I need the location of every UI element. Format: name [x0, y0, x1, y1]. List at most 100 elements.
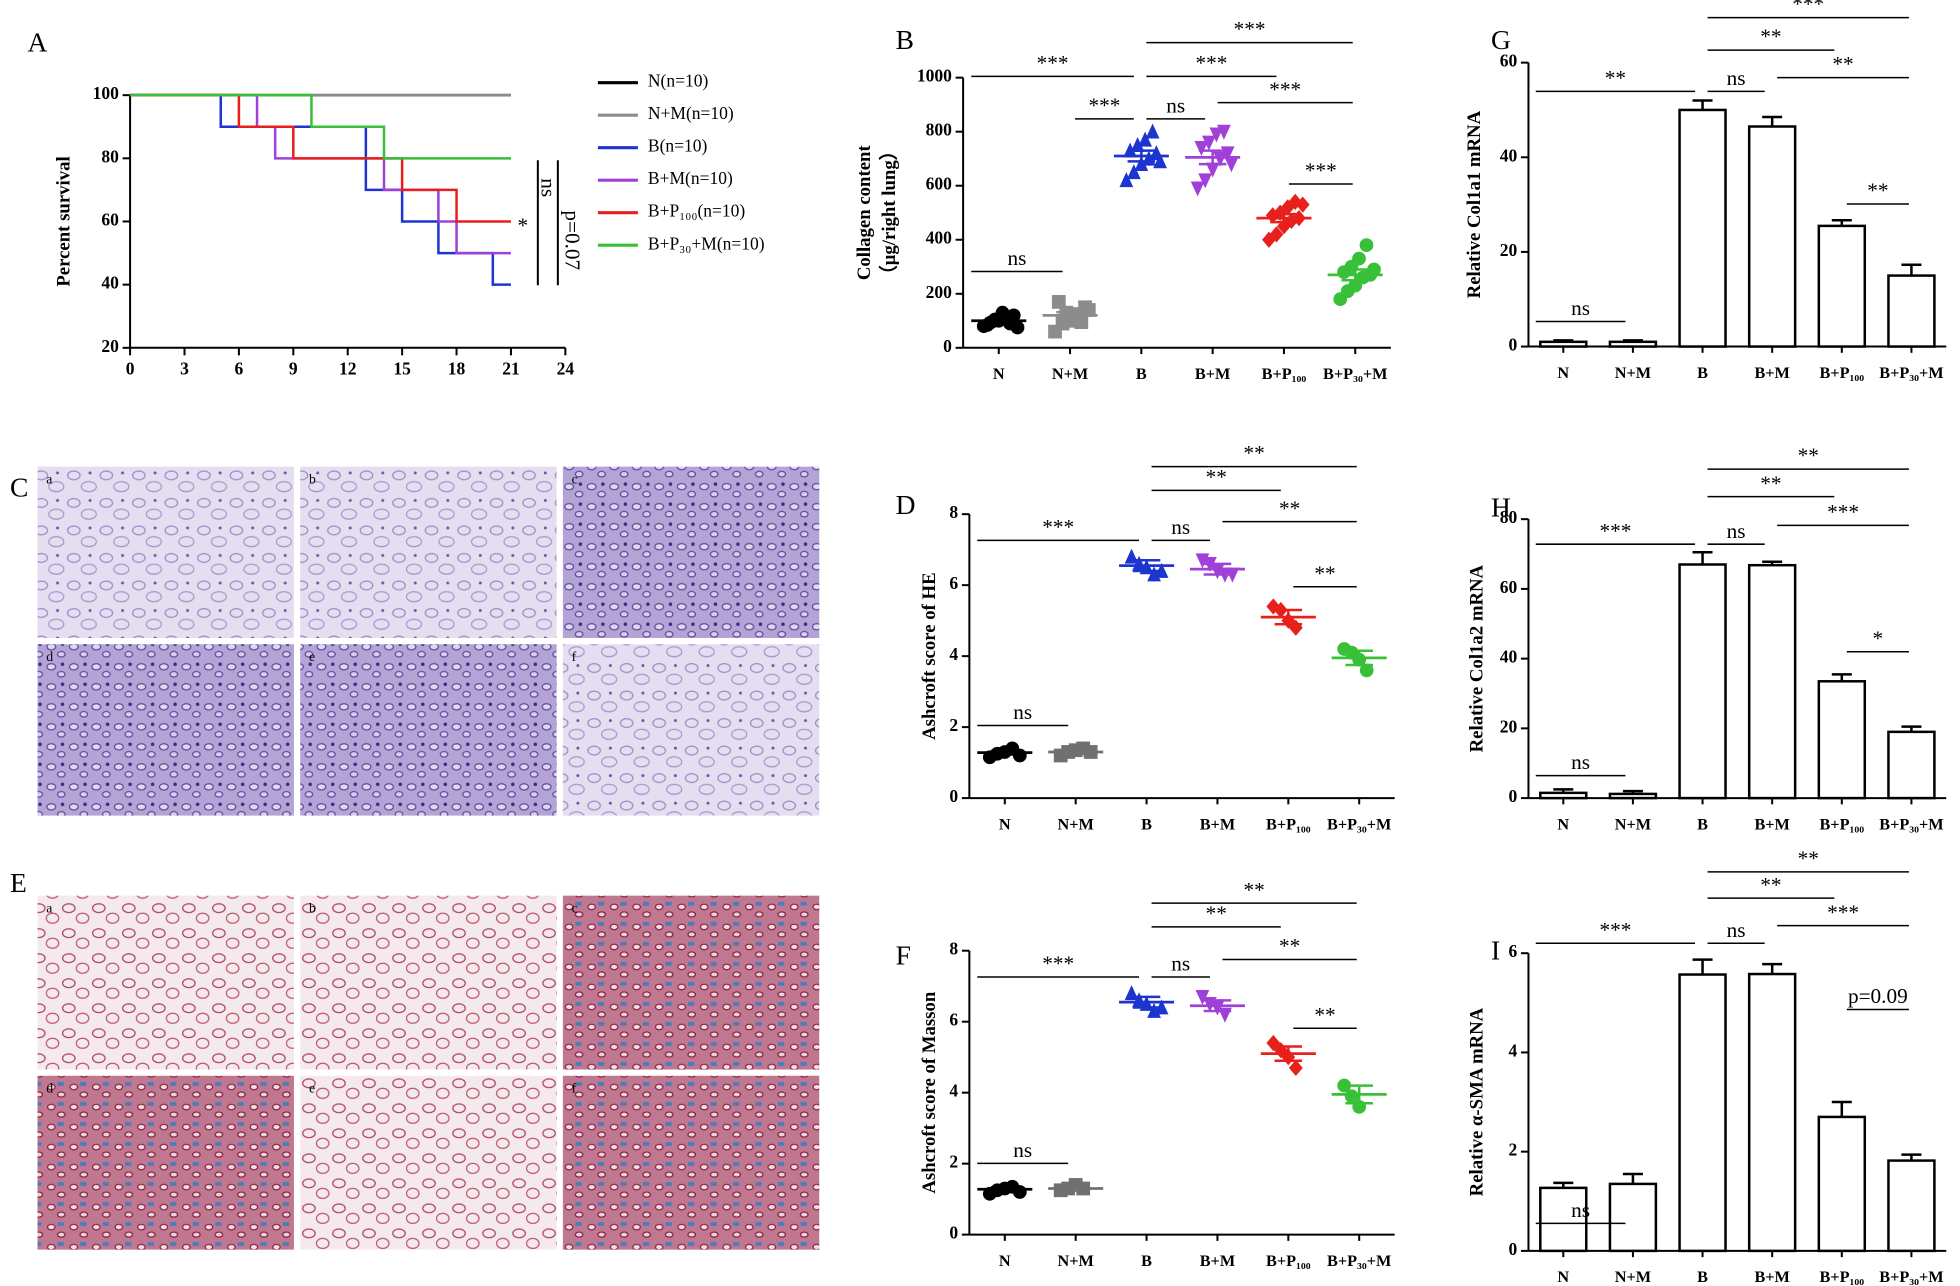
bar — [1887, 730, 1936, 800]
micrograph — [562, 466, 820, 638]
error-bar — [1622, 1172, 1643, 1184]
x-tick-label: 6 — [235, 358, 244, 378]
micrograph — [37, 1075, 294, 1250]
y-tick-label: 1000 — [917, 66, 952, 86]
y-axis-label: （μg/right lung） — [877, 142, 900, 284]
x-tick-label: B+P₃₀+M — [1327, 815, 1391, 833]
y-tick-label: 6 — [1508, 941, 1517, 961]
data-point — [1081, 303, 1096, 317]
significance-label: ns — [1007, 246, 1026, 270]
x-tick-label: N — [1557, 364, 1569, 382]
error-bar — [985, 317, 1013, 325]
bar — [1678, 108, 1727, 348]
x-tick-label: N+M — [1052, 365, 1088, 383]
bar — [1747, 972, 1797, 1253]
y-tick-label: 8 — [949, 939, 958, 959]
y-axis-label: Relative Col1a1 mRNA — [1464, 110, 1485, 298]
significance-label: *** — [1042, 515, 1074, 539]
y-tick-label: 0 — [1508, 335, 1517, 355]
bar — [1817, 224, 1867, 348]
data-point — [1074, 315, 1089, 330]
micrograph-label: d — [46, 649, 53, 664]
y-tick-label: 4 — [949, 644, 958, 664]
error-bar — [1762, 962, 1783, 975]
data-point — [1367, 262, 1381, 277]
micrograph-label: f — [572, 1081, 577, 1096]
bar — [1608, 340, 1658, 348]
y-tick-label: 60 — [1500, 51, 1518, 71]
y-tick-label: 40 — [101, 273, 119, 293]
significance-label: ns — [1013, 1138, 1032, 1162]
y-tick-label: 20 — [1500, 716, 1518, 736]
x-tick-label: 0 — [126, 358, 135, 378]
micrograph-label: a — [46, 472, 52, 487]
y-tick-label: 4 — [949, 1081, 958, 1101]
data-point — [1195, 989, 1210, 1005]
data-point — [1134, 155, 1149, 171]
data-point — [1153, 153, 1167, 169]
y-tick-label: 800 — [926, 120, 952, 140]
significance-label: ** — [1206, 902, 1227, 926]
y-axis-label: Percent survival — [53, 156, 74, 286]
significance-label: ns — [1727, 66, 1746, 90]
panel-letter: A — [28, 26, 48, 57]
significance-label: *** — [1269, 77, 1301, 101]
x-tick-label: 18 — [448, 358, 466, 378]
y-tick-label: 400 — [926, 228, 952, 248]
x-tick-label: B+M — [1754, 364, 1789, 382]
error-bar — [1831, 1100, 1852, 1117]
error-bar — [1061, 1185, 1090, 1192]
error-bar — [1692, 551, 1713, 565]
significance-label: ** — [1279, 934, 1300, 958]
error-bar — [1056, 310, 1084, 320]
significance-label: *** — [1037, 51, 1069, 75]
x-tick-label: N — [999, 815, 1011, 833]
significance-label: ** — [1867, 179, 1888, 203]
significance-label: *** — [1305, 159, 1337, 183]
significance-label: *** — [1195, 51, 1227, 75]
significance-label: ** — [1605, 66, 1626, 90]
legend-label: B+M(n=10) — [648, 168, 733, 188]
bar — [1539, 1186, 1588, 1253]
y-tick-label: 2 — [949, 1152, 958, 1172]
x-tick-label: B+P₃₀+M — [1879, 364, 1943, 382]
panel-letter: G — [1491, 24, 1511, 55]
x-tick-label: B+P₁₀₀ — [1266, 1252, 1311, 1270]
significance-label: ** — [1244, 441, 1265, 465]
y-tick-label: 60 — [101, 209, 119, 229]
y-tick-label: 20 — [1500, 240, 1518, 260]
significance-label: ns — [1171, 952, 1190, 976]
significance-label: *** — [1827, 500, 1859, 524]
significance-label: ns — [1727, 519, 1746, 543]
micrograph — [300, 895, 557, 1070]
panel-letter: C — [10, 472, 28, 503]
micrograph — [300, 466, 557, 638]
data-point — [995, 305, 1010, 320]
x-tick-label: B+M — [1754, 815, 1789, 833]
significance-label: *** — [1234, 17, 1266, 41]
data-point — [1119, 172, 1134, 188]
error-bar — [1127, 149, 1156, 163]
x-tick-label: B+M — [1200, 815, 1235, 833]
error-bar — [1622, 789, 1643, 794]
significance-label: *** — [1042, 952, 1074, 976]
x-tick-label: 15 — [393, 358, 411, 378]
error-bar — [1762, 560, 1783, 566]
error-bar — [1692, 958, 1713, 975]
significance-label: ** — [1314, 1003, 1335, 1027]
survival-line — [130, 93, 511, 160]
error-bar — [1341, 268, 1369, 282]
data-point — [1359, 663, 1374, 678]
error-bar — [1831, 218, 1852, 226]
x-tick-label: N+M — [1058, 815, 1094, 833]
significance-label: ** — [1244, 878, 1265, 902]
x-tick-label: 3 — [180, 358, 189, 378]
panel-letter: E — [10, 867, 27, 898]
significance-label: ** — [1798, 444, 1819, 468]
x-tick-label: B+P₃₀+M — [1323, 365, 1387, 383]
panel-letter: I — [1491, 935, 1500, 966]
x-tick-label: 12 — [339, 358, 356, 378]
error-bar — [1692, 99, 1713, 110]
y-tick-label: 100 — [93, 83, 119, 103]
x-tick-label: N+M — [1058, 1252, 1094, 1270]
